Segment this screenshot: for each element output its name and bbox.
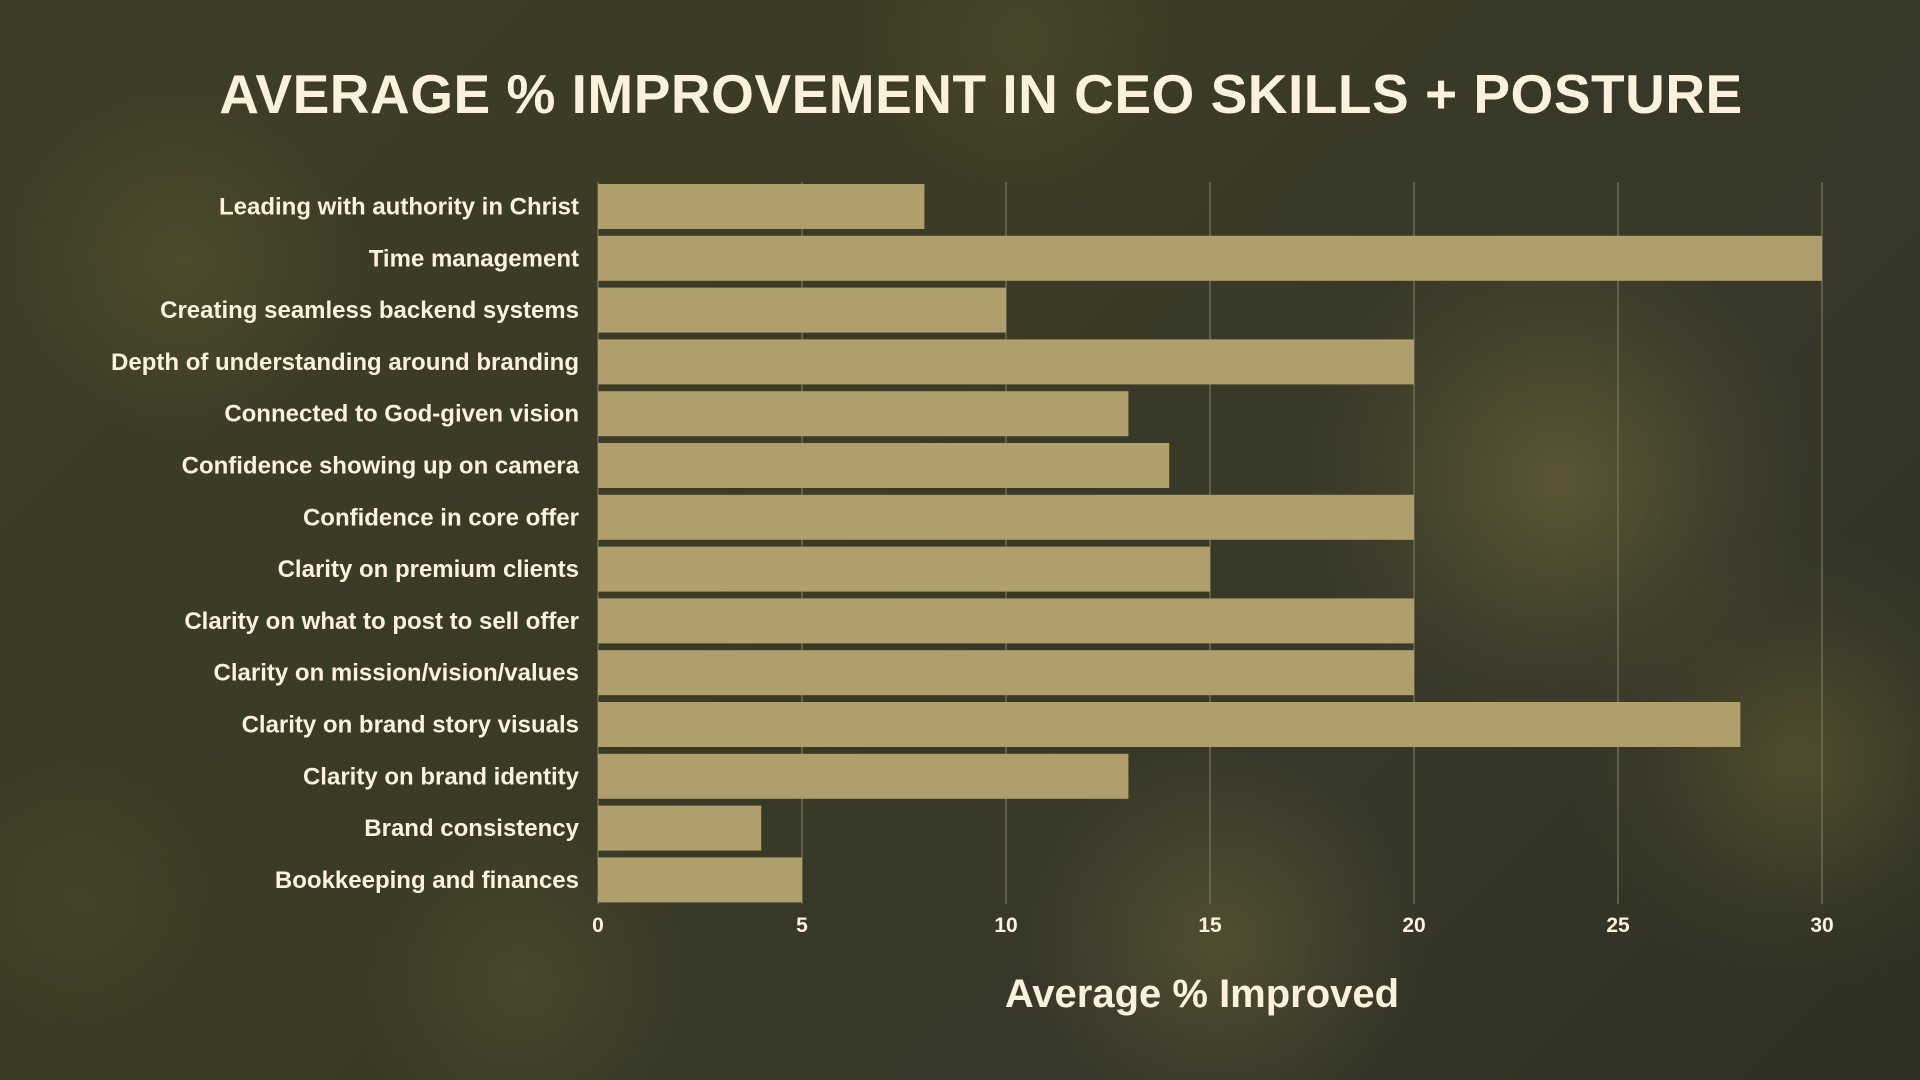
bar [598,184,925,229]
bar [598,857,802,903]
category-label: Clarity on brand story visuals [242,712,579,739]
category-labels: Leading with authority in Christ Time man… [111,194,580,894]
category-label: Time management [369,245,579,272]
bar [598,753,1129,799]
bar [598,598,1414,644]
category-label: Clarity on brand identity [303,763,580,790]
bar [598,391,1129,437]
category-label: Clarity on what to post to sell offer [184,608,579,635]
category-label: Connected to God-given vision [224,401,579,428]
bar [598,235,1822,281]
bar [598,650,1414,696]
bar [598,443,1170,488]
bar [598,339,1414,385]
category-label: Clarity on mission/vision/values [214,660,579,687]
x-tick-label: 20 [1402,914,1425,937]
category-label: Clarity on premium clients [278,556,579,583]
chart-title: AVERAGE % IMPROVEMENT IN CEO SKILLS + PO… [219,63,1743,125]
bars [598,184,1822,903]
x-tick-label: 30 [1810,914,1833,937]
bar [598,805,762,851]
x-axis-title: Average % Improved [1005,972,1399,1016]
x-tick-label: 10 [994,914,1017,937]
category-label: Creating seamless backend systems [160,297,579,324]
x-tick-label: 0 [592,914,604,937]
x-tick-label: 5 [796,914,808,937]
category-label: Depth of understanding around branding [111,349,579,376]
category-label: Confidence showing up on camera [182,453,580,480]
bar [598,287,1006,333]
category-label: Confidence in core offer [303,504,579,531]
x-axis-ticks: 0 5 10 15 20 25 30 [592,914,1834,937]
bar [598,702,1741,747]
x-tick-label: 15 [1198,914,1222,937]
x-tick-label: 25 [1606,914,1630,937]
category-label: Leading with authority in Christ [219,194,579,221]
bar [598,546,1210,592]
bar [598,494,1414,540]
category-label: Brand consistency [364,815,579,842]
category-label: Bookkeeping and finances [275,867,579,894]
